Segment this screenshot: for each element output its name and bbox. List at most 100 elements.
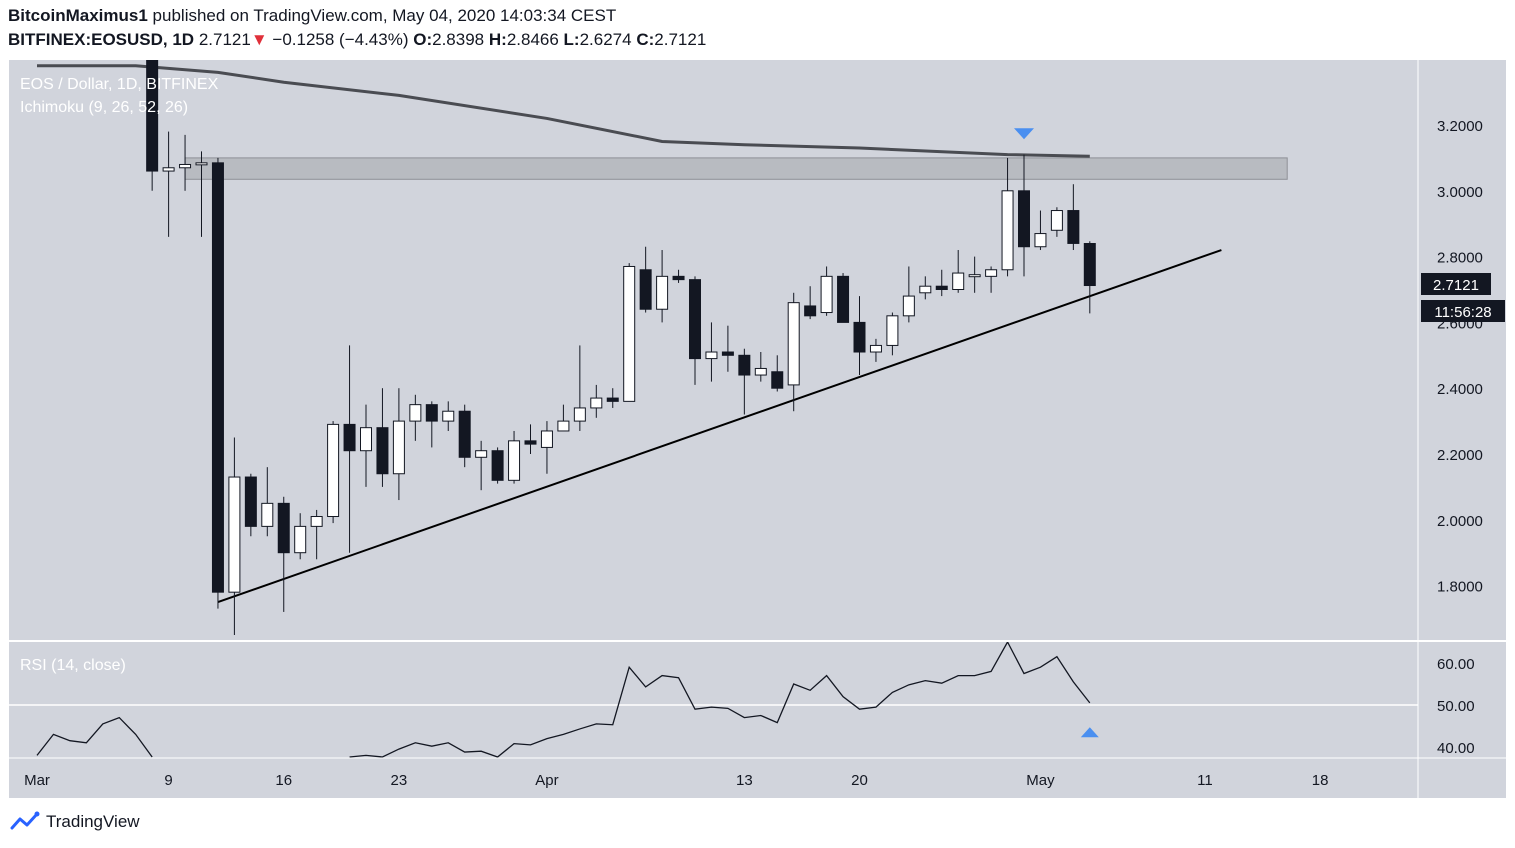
candle-body <box>968 274 981 278</box>
moving-average-layer <box>37 64 1090 158</box>
candle <box>261 467 274 537</box>
candle <box>754 352 767 382</box>
resistance-zone-layer <box>184 157 1288 180</box>
candle <box>392 388 405 501</box>
candle <box>376 388 389 487</box>
candle-body <box>425 404 438 422</box>
candle-body <box>623 265 636 402</box>
candle <box>935 269 948 297</box>
candle <box>294 513 307 560</box>
chart-background <box>9 60 1506 798</box>
candle <box>244 473 257 537</box>
candle <box>425 401 438 448</box>
candle <box>820 266 833 316</box>
last-price-tag: 2.7121 <box>1433 277 1479 294</box>
candle <box>886 312 899 356</box>
candle <box>639 246 652 313</box>
candle-body <box>392 420 405 475</box>
candle <box>1050 207 1063 237</box>
resistance-zone <box>184 157 1288 180</box>
candle-body <box>1018 190 1030 248</box>
close-value: 2.7121 <box>654 30 707 49</box>
candle <box>837 273 850 323</box>
candle-body <box>590 397 603 409</box>
time-tick-label: 20 <box>851 772 868 789</box>
axes-layer: 3.20003.00002.80002.60002.40002.20002.00… <box>9 60 1506 798</box>
candles-layer <box>146 60 1096 635</box>
time-tick-label: Apr <box>535 772 558 789</box>
open-value: 2.8398 <box>432 30 485 49</box>
candle <box>508 430 521 484</box>
candle-body <box>787 302 800 386</box>
candle <box>360 404 372 487</box>
footer-brand[interactable]: TradingView <box>10 811 140 833</box>
candle <box>475 440 488 491</box>
candle-body <box>853 321 866 353</box>
candle-body <box>508 440 521 481</box>
publish-info: BitcoinMaximus1 published on TradingView… <box>8 6 616 26</box>
symbol-label: BITFINEX:EOSUSD, 1D <box>8 30 195 49</box>
candle-body <box>442 410 455 422</box>
chart-canvas[interactable]: 60.00 50.00 40.00 3.20003.00002.80002.6000… <box>9 60 1506 798</box>
low-value: 2.6274 <box>579 30 632 49</box>
candle-body <box>1001 190 1014 271</box>
candle <box>327 421 340 524</box>
countdown-text: 11:56:28 <box>1434 304 1491 321</box>
countdown-tag: 11:56:28 <box>1421 300 1505 322</box>
rsi-layer: 60.00 50.00 40.00 <box>9 640 1475 758</box>
candle <box>853 296 866 376</box>
price-change: −0.1258 (−4.43%) <box>272 30 409 49</box>
candle-body <box>1050 210 1063 231</box>
candle-body <box>376 427 389 475</box>
rsi-line <box>36 716 153 758</box>
price-tick-label: 2.8000 <box>1437 250 1483 267</box>
candle <box>672 269 685 283</box>
candle-body <box>409 404 422 422</box>
price-tick-label: 1.8000 <box>1437 579 1483 596</box>
ascending-trendline <box>217 249 1222 603</box>
candle-body <box>820 275 833 314</box>
rsi-marker-icon <box>1080 727 1099 738</box>
candle-body <box>837 275 850 323</box>
candle-body <box>754 367 767 376</box>
candle-body <box>1067 210 1080 244</box>
candle <box>211 157 224 609</box>
candle <box>705 322 718 382</box>
time-tick-label: 11 <box>1197 772 1213 789</box>
candle <box>1001 157 1014 277</box>
price-tick-label: 3.0000 <box>1437 184 1483 201</box>
labels-layer: EOS / Dollar, 1D, BITFINEX Ichimoku (9, … <box>20 76 219 674</box>
candle <box>1083 241 1096 314</box>
candle <box>228 437 241 635</box>
candle-body <box>211 162 224 593</box>
candle <box>310 509 323 560</box>
candle <box>491 447 504 484</box>
candle-body <box>672 275 685 281</box>
publish-text: published on TradingView.com, May 04, 20… <box>152 6 617 25</box>
candle <box>540 421 553 474</box>
candle-body <box>179 163 192 169</box>
candle-body <box>557 420 570 432</box>
candle-body <box>935 285 948 291</box>
candle-body <box>886 315 899 346</box>
candle-body <box>869 344 882 353</box>
candle <box>409 394 422 441</box>
candle-body <box>771 371 784 389</box>
time-tick-label: 9 <box>164 772 172 789</box>
candle <box>771 355 784 392</box>
candle <box>869 338 882 362</box>
candle-body <box>228 476 241 593</box>
candle-body <box>524 440 537 445</box>
candle <box>557 404 570 432</box>
candle <box>1018 154 1030 277</box>
candle <box>968 256 981 293</box>
rsi-tick-label: 60.00 <box>1437 656 1475 673</box>
candle <box>442 401 455 431</box>
author-name[interactable]: BitcoinMaximus1 <box>8 6 148 25</box>
candle-body <box>1083 243 1096 287</box>
rsi-tick-label: 50.00 <box>1437 698 1475 715</box>
price-tick-label: 2.0000 <box>1437 513 1483 530</box>
open-label: O: <box>413 30 433 49</box>
candle <box>738 348 751 415</box>
candle-body <box>360 427 372 452</box>
